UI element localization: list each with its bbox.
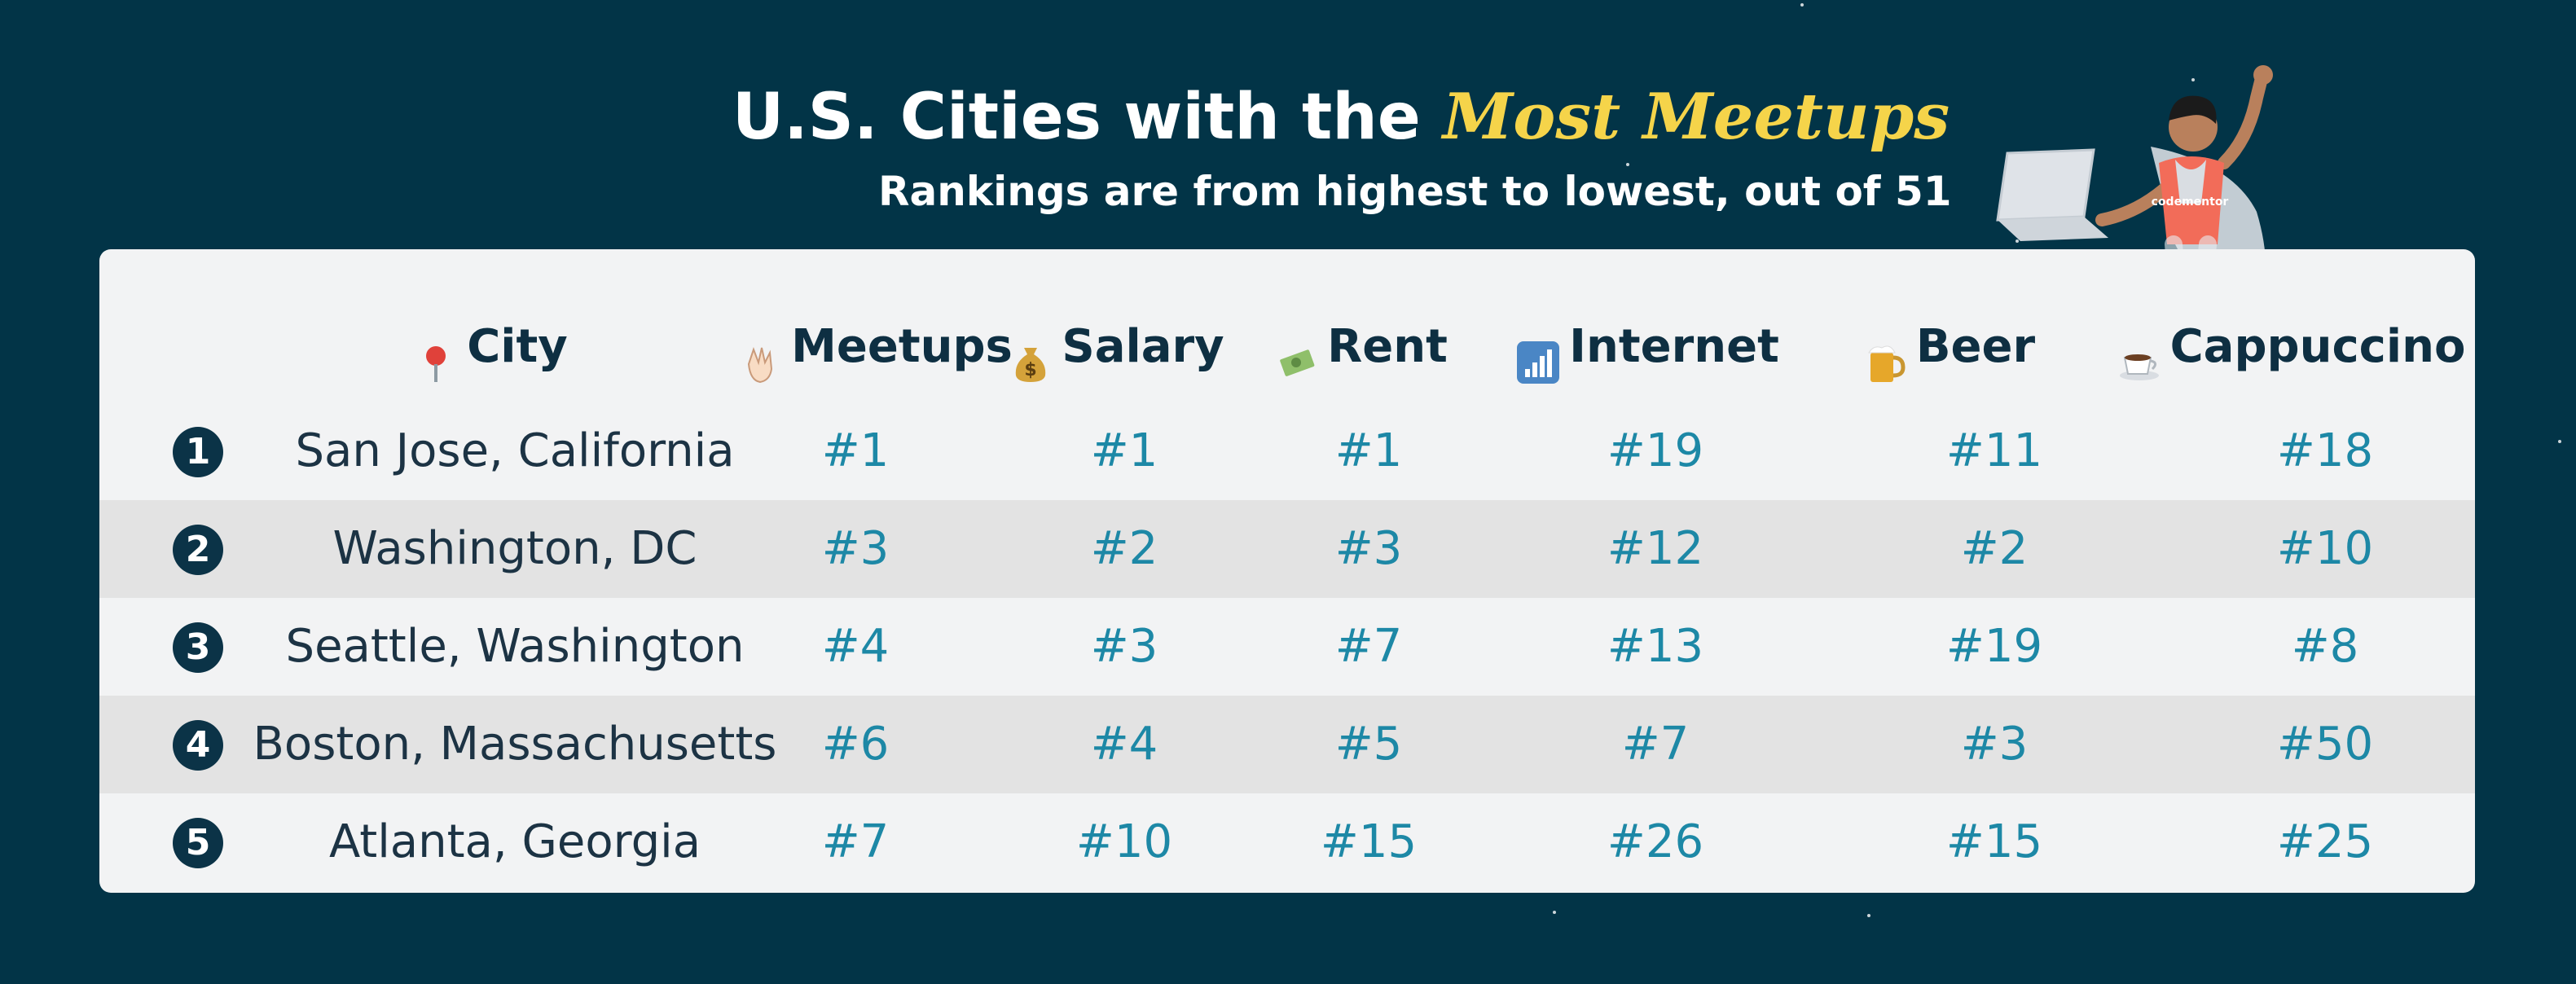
svg-text:codementor: codementor [2152,195,2229,209]
beer-mug-icon [1862,322,1908,382]
star-decoration [2191,78,2195,81]
column-header-label: Meetups [791,320,1013,373]
column-header-salary: $ Salary [1002,298,1230,396]
flying-money-icon [1273,322,1319,376]
map-pin-icon [413,322,459,382]
internet-rank-cell: #12 [1607,522,1704,575]
salary-rank-cell: #10 [1075,815,1173,868]
cappuccino-rank-cell: #8 [2291,620,2359,673]
meetups-rank-cell: #4 [821,620,890,673]
column-header-label: Beer [1915,320,2036,373]
star-decoration [1867,914,1870,917]
column-header-label: Internet [1569,320,1779,373]
rank-badge: 2 [173,525,223,575]
internet-rank-cell: #13 [1607,620,1704,673]
money-bag-icon: $ [1008,322,1053,382]
waving-hand-icon [737,322,783,383]
table-row: 5 Atlanta, Georgia #7 #10 #15 #26 #15 #2… [99,793,2475,891]
beer-rank-cell: #19 [1945,620,2043,673]
beer-rank-cell: #15 [1945,815,2043,868]
laptop-icon [1996,148,2108,241]
column-header-label: Salary [1062,320,1224,373]
page-subtitle: Rankings are from highest to lowest, out… [878,168,1952,215]
cappuccino-rank-cell: #10 [2276,522,2374,575]
cappuccino-rank-cell: #50 [2276,718,2374,771]
meetups-rank-cell: #6 [821,718,890,771]
salary-rank-cell: #3 [1090,620,1158,673]
internet-rank-cell: #7 [1621,718,1690,771]
column-header-cappuccino: Cappuccino [2112,298,2470,396]
internet-rank-cell: #26 [1607,815,1704,868]
cappuccino-rank-cell: #25 [2276,815,2374,868]
beer-rank-cell: #11 [1945,424,2043,477]
rent-rank-cell: #3 [1334,522,1403,575]
rank-badge: 1 [173,427,223,477]
rank-badge: 5 [173,818,223,868]
column-header-city: City [393,298,588,396]
coffee-cup-icon [2117,322,2162,380]
column-header-label: Rent [1327,320,1448,373]
table-row: 2 Washington, DC #3 #2 #3 #12 #2 #10 [99,500,2475,598]
city-cell: Washington, DC [332,522,697,575]
beer-rank-cell: #3 [1960,718,2029,771]
column-header-label: Cappuccino [2169,320,2466,373]
meetups-rank-cell: #1 [821,424,890,477]
rankings-table: City Meetups $ Salary Rent Internet Beer… [99,249,2475,893]
city-cell: Boston, Massachusetts [253,718,777,771]
rent-rank-cell: #7 [1334,620,1403,673]
signal-bars-icon [1515,322,1561,384]
title-highlight: Most Meetups [1442,80,1950,154]
meetups-rank-cell: #3 [821,522,890,575]
salary-rank-cell: #1 [1090,424,1158,477]
svg-text:$: $ [1025,360,1037,380]
table-row: 1 San Jose, California #1 #1 #1 #19 #11 … [99,402,2475,500]
rent-rank-cell: #5 [1334,718,1403,771]
column-header-internet: Internet [1484,298,1810,396]
city-cell: Seattle, Washington [285,620,745,673]
salary-rank-cell: #2 [1090,522,1158,575]
title-prefix: U.S. Cities with the [732,81,1443,154]
page-title: U.S. Cities with the Most Meetups [0,78,2576,156]
cappuccino-rank-cell: #18 [2276,424,2374,477]
column-header-meetups: Meetups [679,298,1070,396]
column-header-label: City [467,320,568,373]
column-header-rent: Rent [1255,298,1466,396]
star-decoration [2016,239,2019,243]
column-header-beer: Beer [1843,298,2055,396]
beer-rank-cell: #2 [1960,522,2029,575]
table-row: 4 Boston, Massachusetts #6 #4 #5 #7 #3 #… [99,696,2475,793]
star-decoration [1800,3,1804,7]
star-decoration [1626,163,1629,166]
salary-rank-cell: #4 [1090,718,1158,771]
rank-badge: 3 [173,622,223,673]
rent-rank-cell: #15 [1320,815,1418,868]
city-cell: San Jose, California [295,424,735,477]
city-cell: Atlanta, Georgia [328,815,701,868]
table-row: 3 Seattle, Washington #4 #3 #7 #13 #19 #… [99,598,2475,696]
star-decoration [1553,911,1556,914]
star-decoration [2558,440,2561,443]
rent-rank-cell: #1 [1334,424,1403,477]
meetups-rank-cell: #7 [821,815,890,868]
rank-badge: 4 [173,720,223,771]
internet-rank-cell: #19 [1607,424,1704,477]
